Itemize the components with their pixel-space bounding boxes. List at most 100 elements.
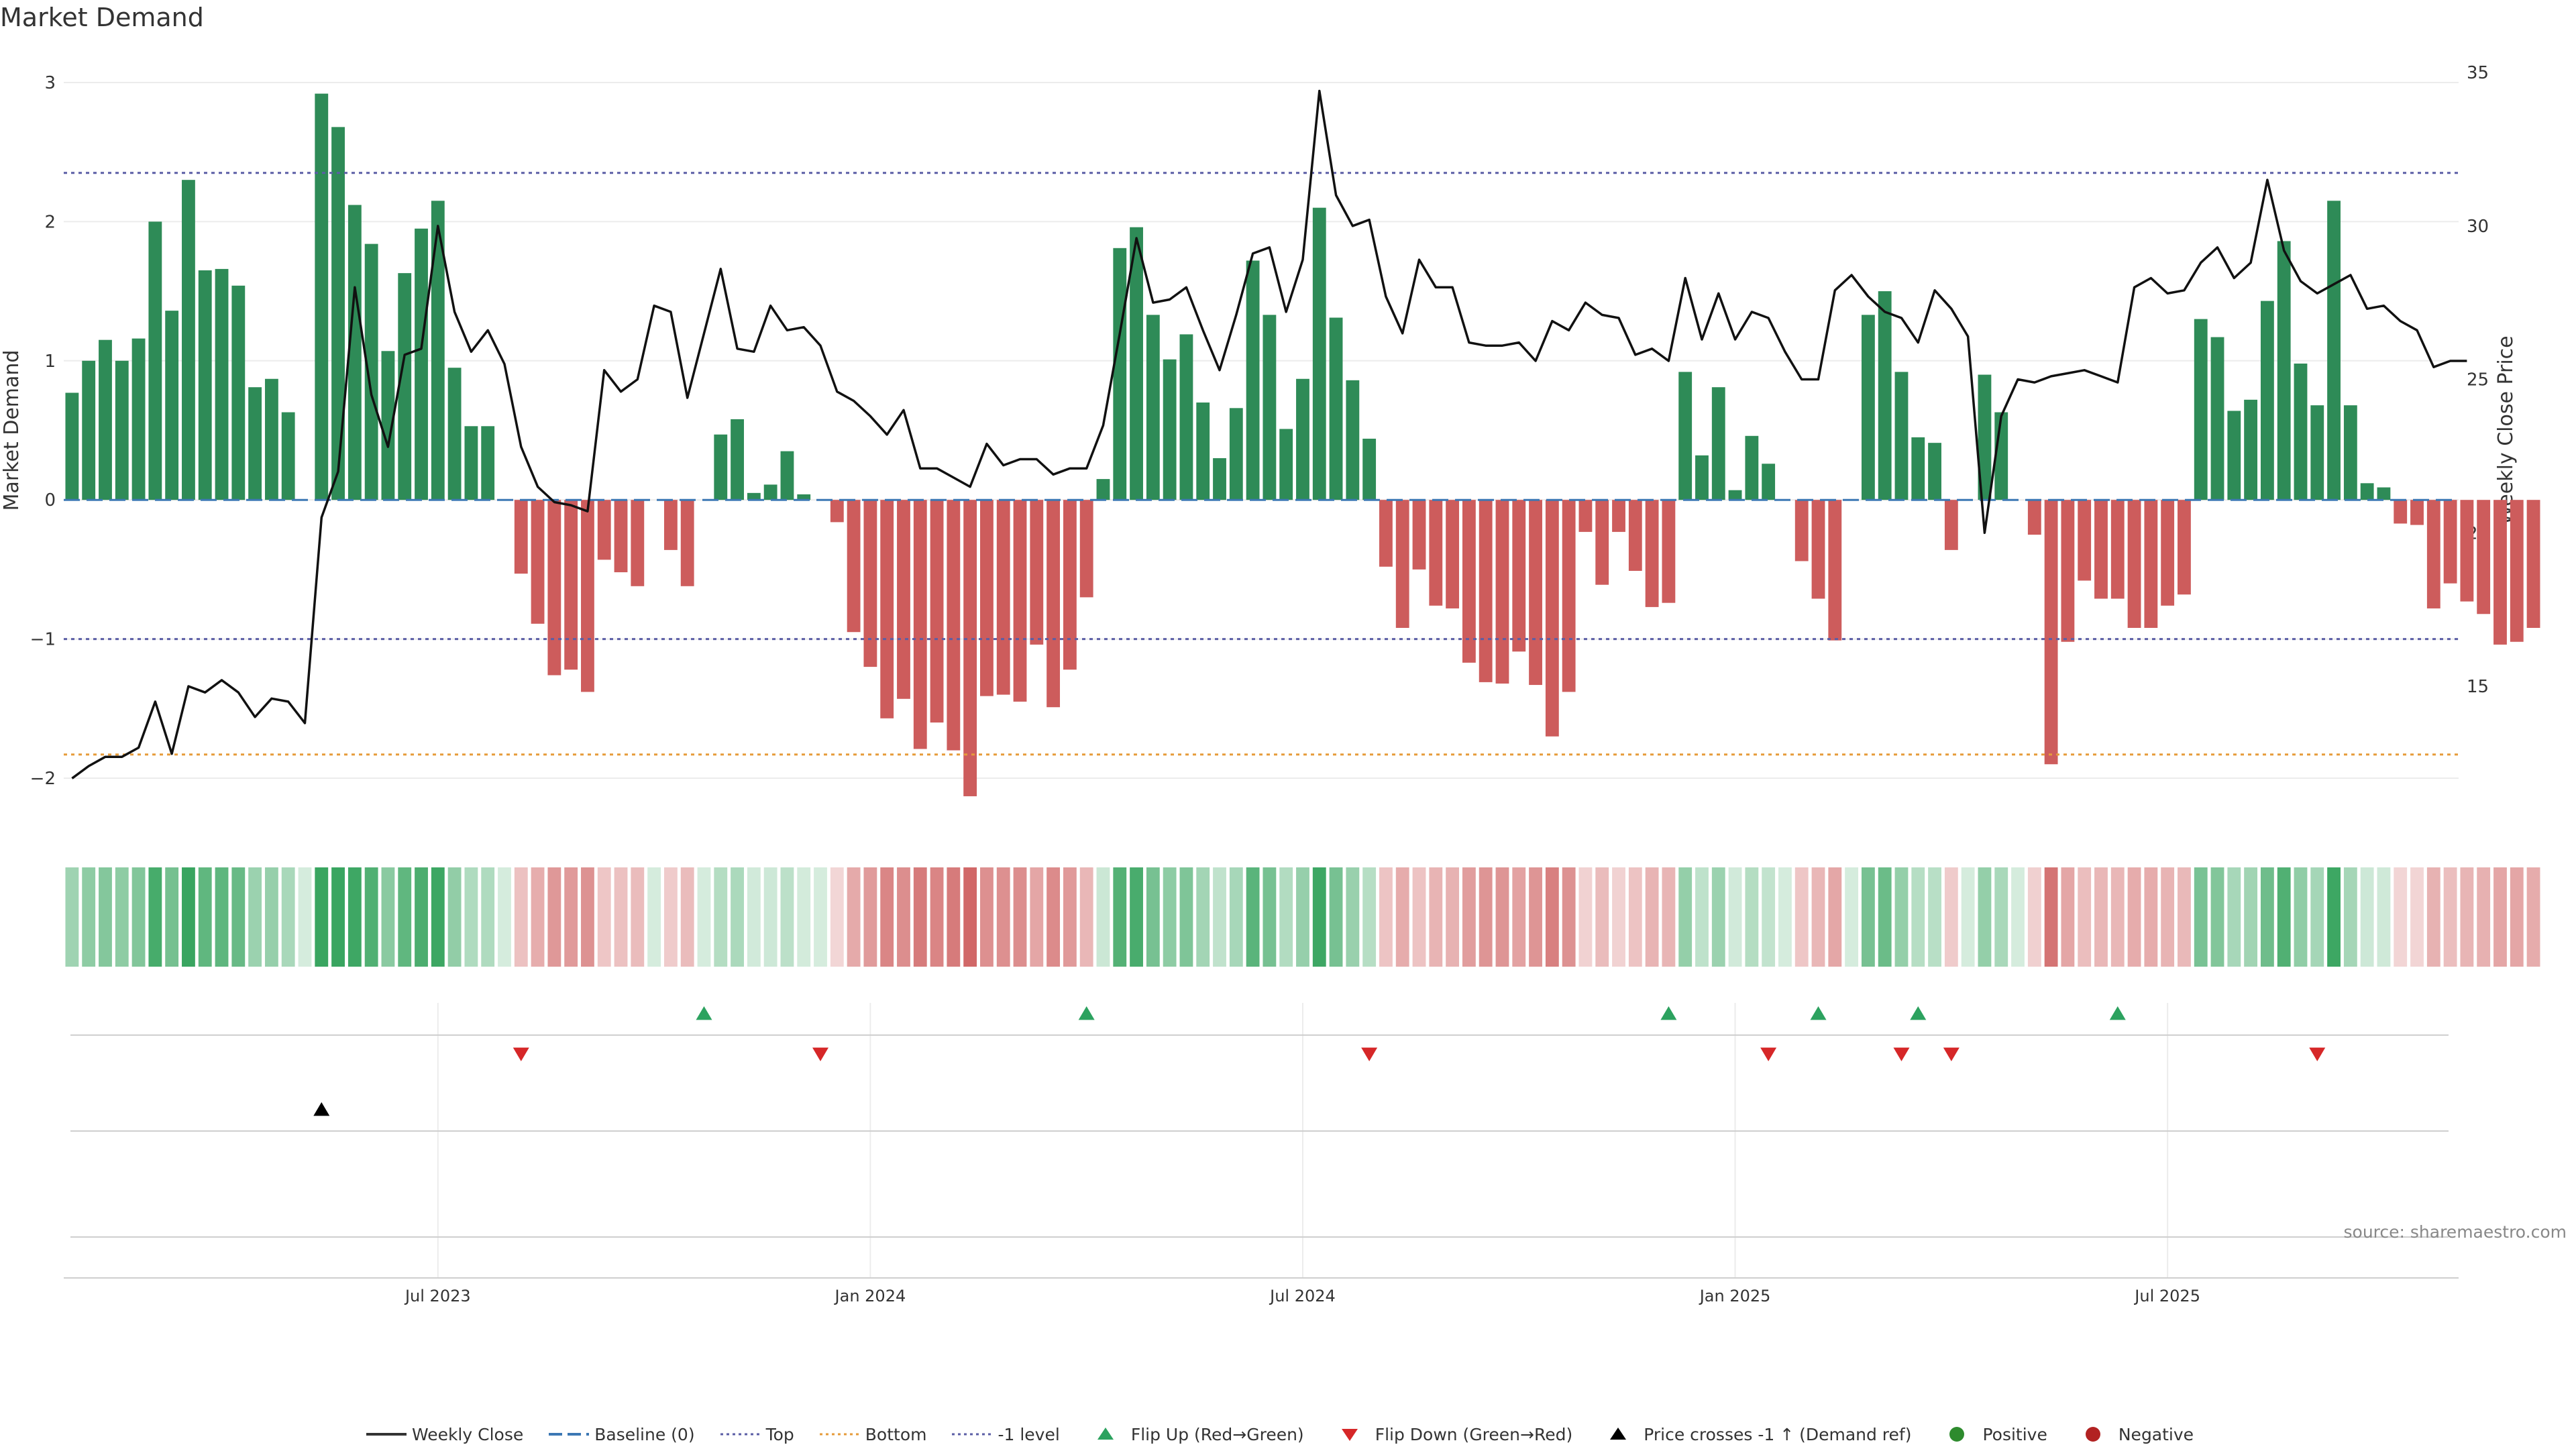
demand-bar-positive: [714, 434, 728, 500]
legend-label: Flip Up (Red→Green): [1130, 1424, 1304, 1444]
demand-bar-positive: [2343, 405, 2357, 500]
demand-bar-negative: [1379, 500, 1393, 567]
demand-bar-positive: [65, 392, 79, 500]
x-tick-label: Jul 2024: [1269, 1287, 1336, 1305]
heatmap-cell: [1728, 867, 1742, 967]
demand-bar-positive: [131, 338, 146, 500]
heatmap-cell: [1346, 867, 1360, 967]
heatmap-cell: [1279, 867, 1293, 967]
heatmap-cell: [1395, 867, 1409, 967]
demand-bar-positive: [398, 273, 412, 500]
demand-bar-positive: [1978, 374, 1992, 500]
legend-item-flip-up: Flip Up (Red→Green): [1085, 1425, 1304, 1444]
demand-bar-positive: [2310, 405, 2324, 500]
demand-bar-negative: [913, 500, 927, 749]
demand-bar-positive: [198, 270, 212, 500]
demand-bar-positive: [1196, 402, 1210, 500]
heatmap-cell: [763, 867, 777, 967]
heatmap-cell: [647, 867, 661, 967]
heatmap-cell: [747, 867, 761, 967]
heatmap-cell: [1978, 867, 1992, 967]
legend-label: Price crosses -1 ↑ (Demand ref): [1644, 1424, 1912, 1444]
demand-bar-positive: [1346, 380, 1360, 500]
weekly-close-line: [71, 89, 2467, 780]
legend-label: Baseline (0): [594, 1424, 695, 1444]
heatmap-cell: [1928, 867, 1941, 967]
y2-tick-label: 35: [2467, 63, 2489, 83]
heatmap-cell: [364, 867, 378, 967]
demand-bar-negative: [880, 500, 894, 718]
demand-bar-positive: [2227, 411, 2241, 500]
heatmap-cell: [2027, 867, 2041, 967]
legend-symbol-icon: [549, 1433, 590, 1436]
heatmap-cell: [614, 867, 628, 967]
heatmap-cell: [1762, 867, 1776, 967]
legend-label: Bottom: [865, 1424, 927, 1444]
demand-bar-negative: [963, 500, 977, 796]
heatmap-cell: [2526, 867, 2540, 967]
demand-bar-positive: [763, 484, 777, 500]
heatmap-cell: [298, 867, 312, 967]
heatmap-cell: [115, 867, 129, 967]
demand-bar-negative: [1595, 500, 1609, 585]
heatmap-cell: [1013, 867, 1027, 967]
legend-symbol-icon: [366, 1433, 407, 1436]
flip-down-marker: [812, 1047, 829, 1061]
demand-bar-positive: [1246, 260, 1260, 500]
demand-bar-positive: [1213, 458, 1226, 500]
heatmap-cell: [1794, 867, 1809, 967]
heatmap-cell: [2161, 867, 2175, 967]
heatmap-cell: [2477, 867, 2491, 967]
heatmap-cell: [1512, 867, 1526, 967]
demand-bar-positive: [315, 93, 329, 500]
demand-bar-negative: [2394, 500, 2408, 524]
heatmap-cell: [697, 867, 711, 967]
heatmap-cell: [714, 867, 728, 967]
demand-bar-positive: [182, 180, 195, 500]
demand-bar-negative: [1046, 500, 1061, 708]
heatmap-cell: [2510, 867, 2524, 967]
heatmap-cell: [2210, 867, 2224, 967]
demand-bar-positive: [165, 311, 179, 500]
demand-bar-positive: [99, 339, 112, 500]
demand-bar-negative: [1662, 500, 1676, 603]
heatmap-cell: [947, 867, 961, 967]
heatmap-cell: [1412, 867, 1426, 967]
heatmap-cell: [514, 867, 528, 967]
heatmap-cell: [2260, 867, 2274, 967]
demand-bar-negative: [631, 500, 645, 586]
demand-bar-positive: [1745, 435, 1759, 500]
legend-item-cross: Price crosses -1 ↑ (Demand ref): [1598, 1425, 1911, 1444]
demand-bar-negative: [2078, 500, 2092, 581]
y2-axis-title: Weekly Close Price: [2494, 335, 2518, 525]
heatmap-cell: [731, 867, 744, 967]
legend-label: Negative: [2118, 1424, 2194, 1444]
heatmap-cell: [1229, 867, 1243, 967]
heatmap-cell: [2277, 867, 2291, 967]
heatmap-cell: [331, 867, 345, 967]
heatmap-cell: [2227, 867, 2241, 967]
y-axis-title: Market Demand: [0, 350, 23, 511]
legend-label: Top: [765, 1424, 794, 1444]
demand-bar-positive: [447, 368, 462, 500]
heatmap-cell: [1146, 867, 1160, 967]
demand-bar-positive: [1911, 437, 1925, 500]
demand-bar-negative: [1030, 500, 1044, 645]
heatmap-cell: [1296, 867, 1309, 967]
heatmap-cell: [913, 867, 927, 967]
legend-symbol-icon: [720, 1433, 761, 1436]
heatmap-cell: [264, 867, 278, 967]
y2-tick-label: 25: [2467, 370, 2489, 390]
heatmap-cell: [631, 867, 645, 967]
demand-bar-positive: [747, 492, 761, 500]
y-tick-label: 1: [44, 352, 56, 372]
demand-bar-negative: [2510, 500, 2524, 642]
demand-bar-positive: [148, 221, 162, 500]
demand-bar-positive: [1296, 378, 1309, 500]
heatmap-cell: [315, 867, 329, 967]
demand-bar-negative: [1529, 500, 1542, 686]
heatmap-cell: [1695, 867, 1709, 967]
heatmap-cell: [1179, 867, 1193, 967]
demand-bar-negative: [863, 500, 877, 667]
demand-bar-negative: [1013, 500, 1027, 702]
